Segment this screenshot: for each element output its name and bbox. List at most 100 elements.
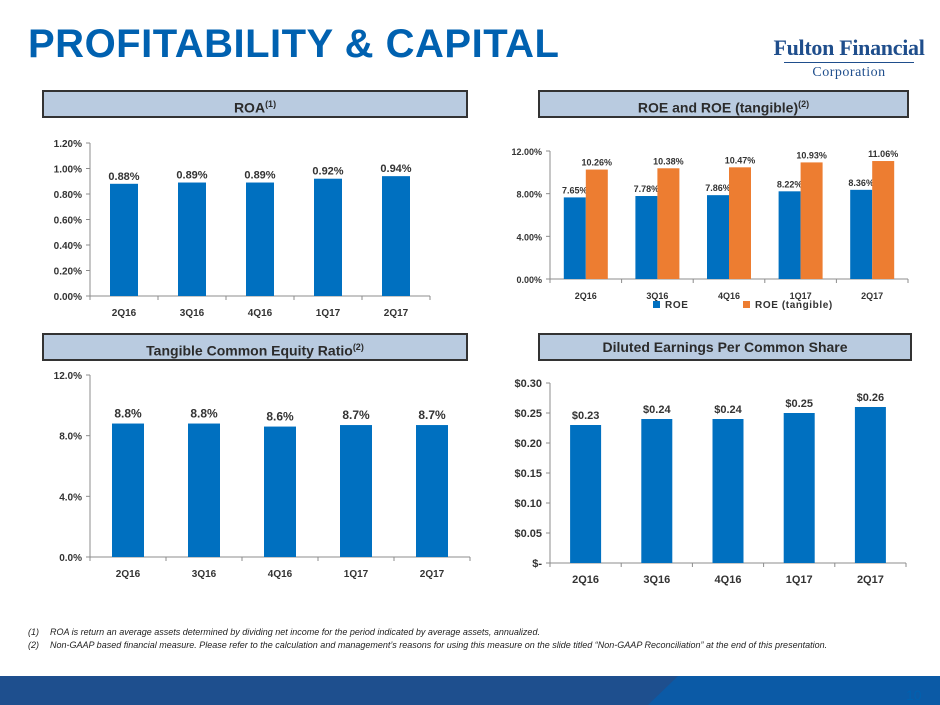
footnote-text: ROA is return an average assets determin… — [50, 627, 540, 637]
footnote-1: (1) ROA is return an average assets dete… — [28, 626, 928, 639]
data-label: 8.7% — [342, 408, 370, 422]
roe-header-label: ROE and ROE (tangible) — [637, 99, 799, 116]
data-label: 0.89% — [244, 170, 275, 182]
x-tick-label: 2Q17 — [861, 291, 883, 301]
legend-label: ROE (tangible) — [755, 300, 833, 311]
x-tick-label: 2Q16 — [116, 569, 141, 580]
x-tick-label: 1Q17 — [344, 569, 369, 580]
y-tick-label: 0.80% — [54, 190, 82, 201]
footnote-text: Non-GAAP based financial measure. Please… — [50, 640, 828, 650]
y-tick-label: 0.00% — [54, 292, 82, 303]
roe-header: ROE and ROE (tangible)(2) — [538, 90, 909, 118]
roa-chart: 0.00% 0.20% 0.40% 0.60% 0.80% 1.00% 1.20% 0.88%… — [0, 0, 470, 330]
data-label: 11.06% — [868, 149, 898, 159]
x-tick-label: 1Q17 — [790, 291, 812, 301]
data-label: 8.22% — [777, 179, 803, 189]
y-tick-label: $- — [532, 558, 542, 570]
y-tick-label: 0.00% — [516, 275, 542, 285]
data-label: 10.38% — [653, 156, 684, 166]
tce-header: Tangible Common Equity Ratio(2) — [42, 333, 468, 361]
y-tick-label: 0.60% — [54, 216, 82, 227]
x-tick-label: 4Q16 — [268, 569, 293, 580]
bar — [188, 423, 220, 557]
y-tick-label: $0.30 — [514, 378, 542, 390]
bar — [657, 168, 680, 279]
bar — [570, 425, 602, 563]
bar — [707, 195, 729, 279]
page-number: 10 — [906, 687, 922, 703]
x-tick-label: 1Q17 — [786, 574, 813, 586]
x-tick-label: 3Q16 — [643, 574, 670, 586]
footnote-2: (2) Non-GAAP based financial measure. Pl… — [28, 639, 928, 652]
tce-header-footnote: (2) — [352, 342, 364, 352]
logo-line1: Fulton Financial — [773, 35, 925, 60]
x-tick-label: 3Q16 — [646, 291, 668, 301]
roe-chart: 0.00% 4.00% 8.00% 12.00% 7.65% 10.26% 2Q16 7.78… — [470, 0, 940, 330]
legend-label: ROE — [665, 300, 688, 311]
roa-header-footnote: (1) — [265, 99, 277, 109]
eps-chart: $- $0.05 $0.10 $0.15 $0.20 $0.25 $0.30 $0.23 2Q1… — [470, 330, 940, 600]
bar — [563, 197, 586, 279]
data-label: $0.23 — [572, 410, 600, 422]
bar — [778, 191, 801, 279]
bar — [110, 183, 138, 296]
data-label: 10.26% — [582, 158, 613, 168]
footnote-marker: (1) — [28, 627, 39, 637]
bar — [178, 182, 206, 296]
y-tick-label: 8.00% — [516, 190, 542, 200]
y-tick-label: 1.00% — [54, 165, 82, 176]
x-tick-label: 2Q17 — [384, 308, 409, 319]
y-tick-label: 12.00% — [511, 147, 542, 157]
bar — [854, 407, 886, 563]
bar — [641, 419, 673, 563]
data-label: 7.65% — [562, 185, 588, 195]
footnotes: (1) ROA is return an average assets dete… — [28, 626, 928, 652]
bar — [382, 176, 410, 296]
y-tick-label: 4.0% — [59, 492, 82, 503]
x-tick-label: 2Q16 — [575, 291, 597, 301]
roa-chart-svg: 0.00% 0.20% 0.40% 0.60% 0.80% 1.00% 1.20% 0.88%… — [54, 139, 431, 319]
roa-header: ROA(1) — [42, 90, 468, 118]
page-title: PROFITABILITY & CAPITAL — [28, 22, 560, 66]
data-label: $0.24 — [643, 404, 671, 416]
data-label: 0.92% — [312, 166, 343, 178]
footer-bar-left — [0, 676, 678, 705]
data-label: 0.89% — [176, 170, 207, 182]
eps-chart-svg: $- $0.05 $0.10 $0.15 $0.20 $0.25 $0.30 $0.23 2Q1… — [514, 378, 907, 586]
bar — [340, 425, 372, 557]
data-label: 7.86% — [705, 183, 731, 193]
bar — [800, 162, 823, 279]
x-tick-label: 3Q16 — [180, 308, 205, 319]
logo-line2: Corporation — [812, 65, 886, 80]
bar — [872, 161, 895, 279]
bar — [264, 426, 296, 557]
data-label: 10.47% — [725, 155, 756, 165]
x-tick-label: 3Q16 — [192, 569, 217, 580]
bar — [635, 196, 658, 279]
y-tick-label: 1.20% — [54, 139, 82, 150]
legend-swatch — [653, 301, 660, 308]
y-tick-label: 12.0% — [54, 371, 82, 382]
bar — [729, 167, 751, 279]
data-label: 8.6% — [266, 410, 294, 424]
bar — [712, 419, 744, 563]
data-label: 8.36% — [848, 178, 874, 188]
y-tick-label: $0.15 — [514, 468, 542, 480]
y-tick-label: 0.0% — [59, 553, 82, 564]
x-tick-label: 2Q17 — [420, 569, 445, 580]
data-label: $0.25 — [785, 398, 813, 410]
x-tick-label: 2Q16 — [112, 308, 137, 319]
data-label: 0.88% — [108, 171, 139, 183]
roe-header-footnote: (2) — [798, 99, 810, 109]
bar — [585, 169, 608, 279]
data-label: 7.78% — [634, 184, 660, 194]
y-tick-label: 0.20% — [54, 267, 82, 278]
eps-header-label: Diluted Earnings Per Common Share — [602, 339, 848, 355]
logo-rule — [784, 62, 914, 63]
y-tick-label: $0.20 — [514, 438, 542, 450]
bar — [850, 189, 873, 279]
x-tick-label: 4Q16 — [715, 574, 742, 586]
data-label: $0.24 — [714, 404, 742, 416]
x-tick-label: 4Q16 — [248, 308, 273, 319]
tce-chart-svg: 0.0% 4.0% 8.0% 12.0% 8.8% 2Q16 8.8% 3Q16 8.6% 4Q1… — [54, 371, 471, 580]
